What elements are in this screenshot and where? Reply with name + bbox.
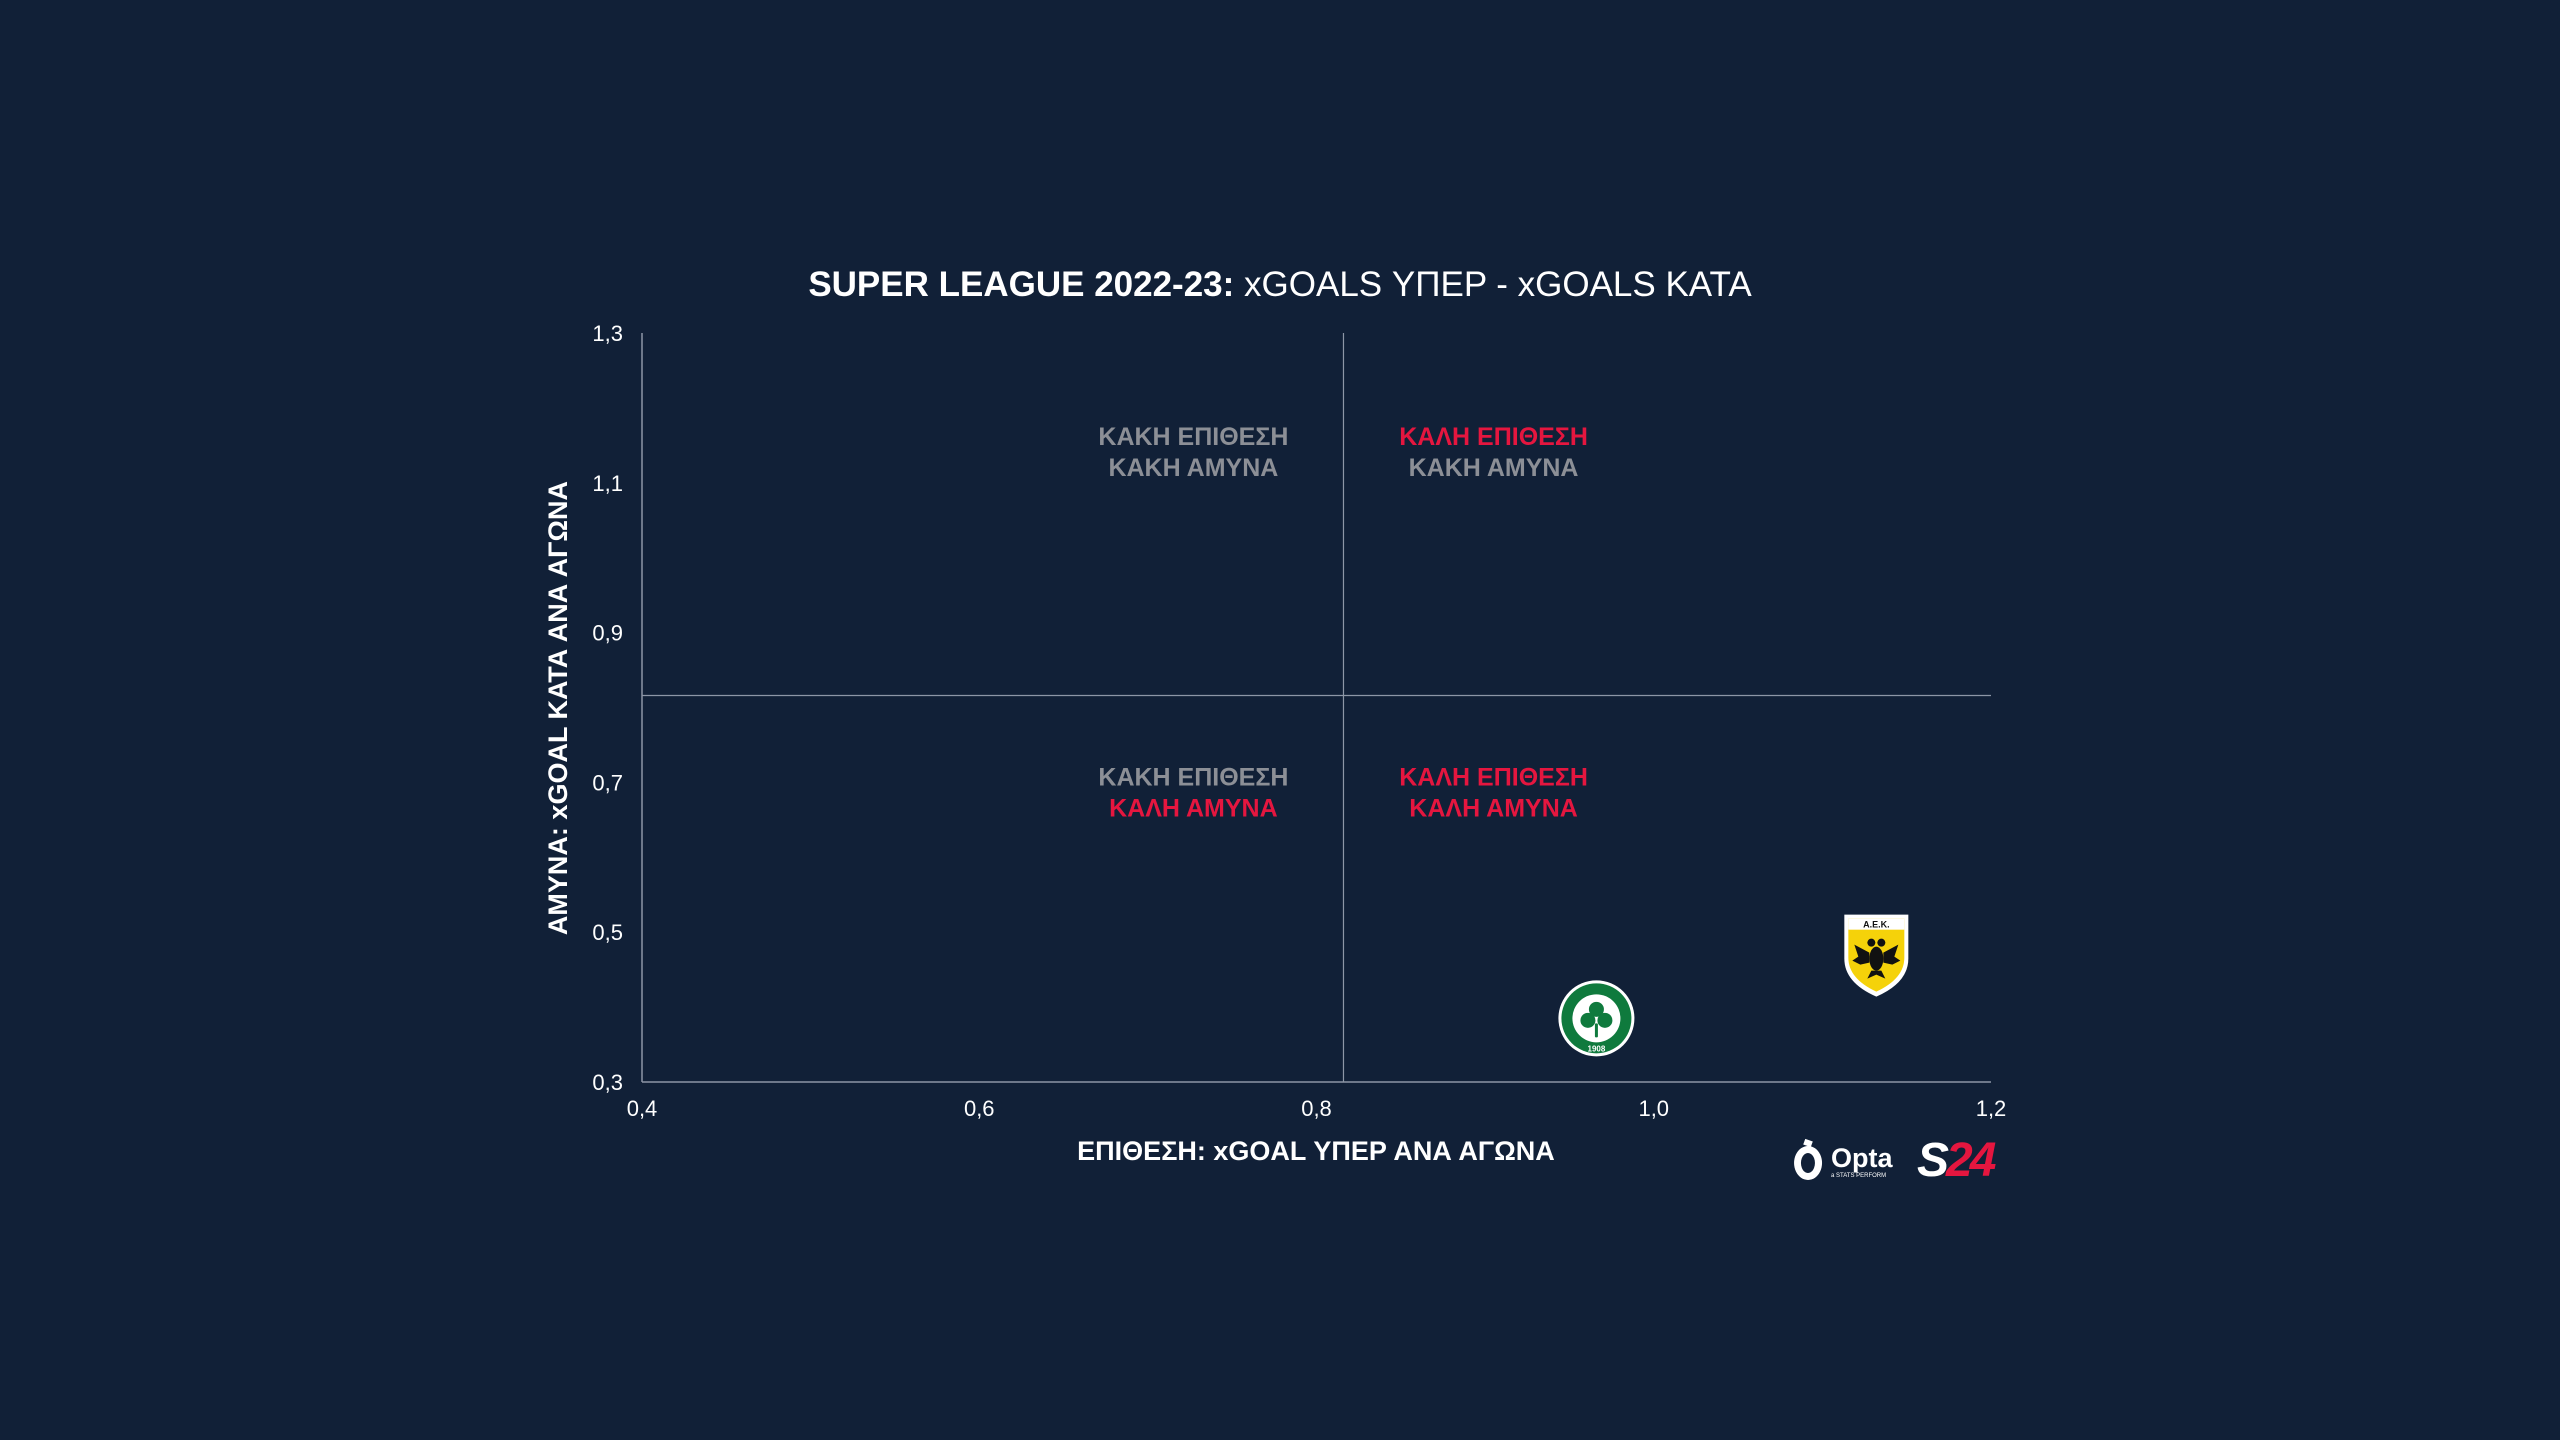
s24-number: 24 — [1945, 1134, 1996, 1187]
chart-title: SUPER LEAGUE 2022-23: xGOALS ΥΠΕΡ - xGOA… — [808, 265, 1752, 304]
quadrant-bottom-right-line1: ΚΑΛΗ ΕΠΙΘΕΣΗ — [1399, 764, 1588, 792]
s24-letter: S — [1917, 1134, 1949, 1187]
y-tick-label: 0,3 — [592, 1070, 623, 1095]
y-tick-label: 1,1 — [592, 471, 623, 496]
panathinaikos-logo: 1908 — [1558, 980, 1635, 1057]
x-tick-label: 1,0 — [1638, 1096, 1669, 1121]
eagle-icon — [1852, 938, 1901, 979]
y-tick-label: 0,7 — [592, 770, 623, 795]
y-tick-label: 1,3 — [592, 321, 623, 346]
shamrock-icon — [1580, 1001, 1613, 1038]
y-axis-label: ΑΜΥΝΑ: xGOAL ΚΑΤΑ ΑΝΑ ΑΓΩΝΑ — [543, 481, 573, 935]
quadrant-top-left-line2: ΚΑΚΗ ΑΜΥΝΑ — [1108, 454, 1278, 482]
chart-title-bold: SUPER LEAGUE 2022-23: — [808, 265, 1234, 304]
quadrant-bottom-left-line2: ΚΑΛΗ ΑΜΥΝΑ — [1109, 795, 1278, 823]
quadrant-top-left-line1: ΚΑΚΗ ΕΠΙΘΕΣΗ — [1098, 423, 1288, 451]
x-axis-label: ΕΠΙΘΕΣΗ: xGOAL ΥΠΕΡ ΑΝΑ ΑΓΩΝΑ — [1077, 1136, 1555, 1166]
y-tick-label: 0,5 — [592, 920, 623, 945]
quadrant-bottom-right-line2: ΚΑΛΗ ΑΜΥΝΑ — [1409, 795, 1578, 823]
x-tick-label: 1,2 — [1976, 1096, 2007, 1121]
x-tick-label: 0,8 — [1301, 1096, 1332, 1121]
aek-logo: Α.Ε.Κ. — [1844, 914, 1909, 997]
s24-logo: S24 — [1917, 1134, 1996, 1187]
x-tick-label: 0,6 — [964, 1096, 995, 1121]
opta-logo: Opta a STATS PERFORM — [1794, 1138, 1893, 1180]
opta-wordmark: Opta — [1831, 1143, 1893, 1173]
quadrant-bottom-left-line1: ΚΑΚΗ ΕΠΙΘΕΣΗ — [1098, 764, 1288, 792]
y-tick-label: 0,9 — [592, 621, 623, 646]
opta-subtext: a STATS PERFORM — [1831, 1173, 1886, 1179]
crest-year: 1908 — [1588, 1044, 1606, 1053]
quadrant-top-right-line1: ΚΑΛΗ ΕΠΙΘΕΣΗ — [1399, 423, 1588, 451]
quadrant-top-right-line2: ΚΑΚΗ ΑΜΥΝΑ — [1409, 454, 1579, 482]
x-tick-label: 0,4 — [627, 1096, 658, 1121]
crest-text: Α.Ε.Κ. — [1863, 920, 1890, 930]
chart-title-rest: xGOALS ΥΠΕΡ - xGOALS ΚΑΤΑ — [1234, 265, 1752, 304]
opta-mark-icon — [1794, 1146, 1823, 1180]
